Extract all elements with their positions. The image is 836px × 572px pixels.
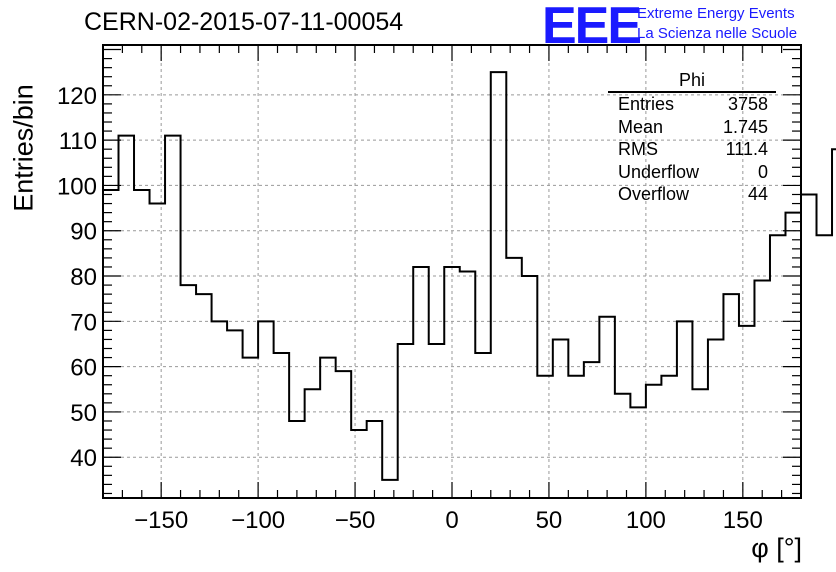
- stats-box-title: Phi: [608, 69, 776, 93]
- stats-value: 3758: [727, 94, 768, 114]
- x-tick-label: 100: [626, 507, 666, 534]
- y-tick-label: 50: [70, 400, 97, 427]
- stats-value: 111.4: [725, 139, 768, 160]
- logo-line-1: Extreme Energy Events: [637, 5, 795, 22]
- y-tick-label: 40: [70, 445, 97, 472]
- stats-value: 0: [757, 161, 768, 182]
- x-tick-label: −100: [231, 507, 285, 534]
- x-tick-labels: −150 −100 −50 0 50 100 150: [134, 507, 763, 534]
- y-axis-label: Entries/bin: [6, 48, 42, 248]
- eee-logo-text: Extreme Energy Events La Scienza nelle S…: [637, 4, 797, 44]
- stats-label: RMS: [618, 139, 658, 160]
- stats-row-overflow: Overflow 44: [612, 183, 772, 206]
- stats-row-underflow: Underflow 0: [612, 161, 772, 184]
- eee-logo-mark: EEE: [542, 0, 642, 55]
- stats-value: 44: [747, 184, 768, 205]
- stats-row-entries: Entries 3758: [612, 93, 772, 116]
- y-tick-label: 60: [70, 355, 97, 382]
- chart-title: CERN-02-2015-07-11-00054: [84, 8, 404, 36]
- x-tick-label: 50: [536, 507, 563, 534]
- axis-ticks: [102, 45, 802, 498]
- x-tick-label: −150: [134, 507, 188, 534]
- x-axis-label: φ [°]: [751, 533, 802, 563]
- y-tick-label: 90: [70, 219, 97, 246]
- stats-label: Underflow: [618, 161, 700, 182]
- stats-box: Phi Entries 3758 Mean 1.745 RMS 111.4 Under…: [608, 69, 776, 206]
- y-tick-label: 80: [70, 264, 97, 291]
- y-axis-label-text: Entries/bin: [8, 84, 39, 212]
- histogram-line: [103, 71, 836, 481]
- stats-row-mean: Mean 1.745: [612, 116, 772, 139]
- y-tick-label: 100: [57, 173, 97, 200]
- stats-label: Mean: [618, 116, 664, 137]
- y-tick-labels: 40 50 60 70 80 90 100 110 120: [57, 83, 97, 472]
- logo-line-2: La Scienza nelle Scuole: [637, 25, 798, 42]
- x-tick-label: −50: [335, 507, 376, 534]
- stats-value: 1.745: [722, 116, 768, 137]
- stats-label: Overflow: [618, 184, 690, 205]
- x-tick-label: 150: [723, 507, 763, 534]
- stats-row-rms: RMS 111.4: [612, 138, 772, 161]
- y-tick-label: 70: [70, 309, 97, 336]
- y-tick-label: 120: [57, 83, 97, 110]
- stats-label: Entries: [618, 94, 675, 114]
- y-tick-label: 110: [59, 128, 97, 155]
- x-tick-label: 0: [445, 507, 458, 534]
